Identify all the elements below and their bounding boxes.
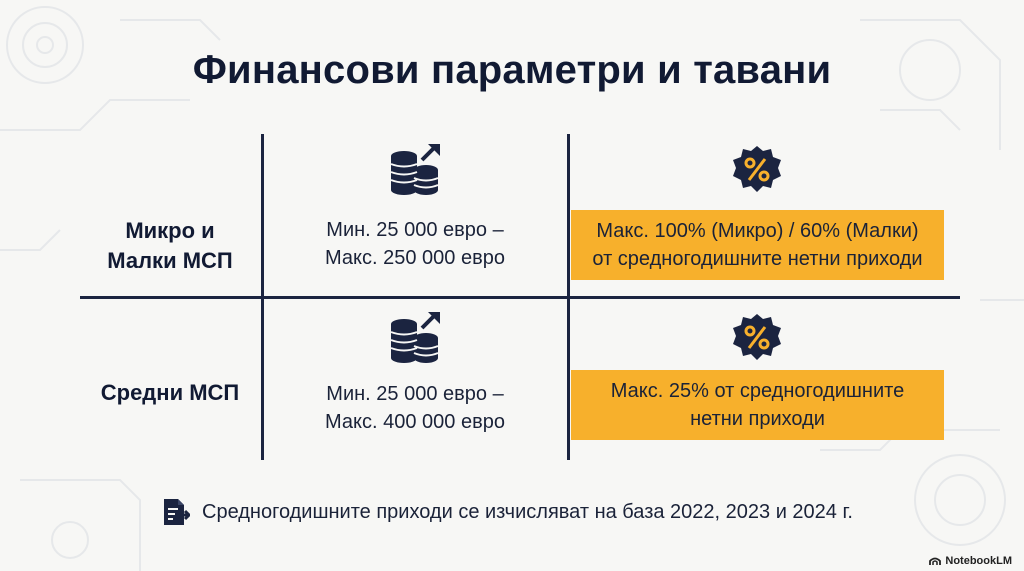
cap-line: Макс. 25% от средногодишните xyxy=(610,380,905,402)
footer-note: Средногодишните приходи се изчисляват на… xyxy=(160,497,853,527)
amount-line: Макс. 250 000 евро xyxy=(325,247,505,269)
amount-line: Мин. 25 000 евро – xyxy=(326,383,504,405)
amount-line: Макс. 400 000 евро xyxy=(325,411,505,433)
footer-text: Средногодишните приходи се изчисляват на… xyxy=(202,500,853,523)
page-title: Финансови параметри и тавани xyxy=(192,48,832,92)
notebooklm-logo-icon xyxy=(929,557,942,565)
percent-badge-icon xyxy=(733,314,781,360)
amount-range-micro-small: Мин. 25 000 евро – Макс. 250 000 евро xyxy=(264,216,566,272)
cap-line: нетни приходи xyxy=(690,408,825,430)
row-label-line: Микро и xyxy=(125,218,215,243)
row-label-line: Малки МСП xyxy=(107,248,233,273)
document-checklist-icon xyxy=(164,499,190,525)
coins-growth-icon xyxy=(390,312,440,363)
row-label-micro-small: Микро и Малки МСП xyxy=(80,216,260,276)
cap-box-micro-small: Макс. 100% (Микро) / 60% (Малки) от сред… xyxy=(571,210,944,280)
amount-range-medium: Мин. 25 000 евро – Макс. 400 000 евро xyxy=(264,380,566,436)
notebooklm-watermark: NotebookLM xyxy=(929,555,1012,567)
coins-growth-icon xyxy=(390,144,440,195)
cap-line: от средногодишните нетни приходи xyxy=(592,248,923,270)
cap-line: Макс. 100% (Микро) / 60% (Малки) xyxy=(596,220,919,242)
percent-badge-icon xyxy=(733,146,781,192)
watermark-text: NotebookLM xyxy=(945,555,1012,567)
amount-line: Мин. 25 000 евро – xyxy=(326,219,504,241)
row-divider xyxy=(80,296,960,299)
cap-box-medium: Макс. 25% от средногодишните нетни прихо… xyxy=(571,370,944,440)
row-label-medium: Средни МСП xyxy=(100,380,240,405)
